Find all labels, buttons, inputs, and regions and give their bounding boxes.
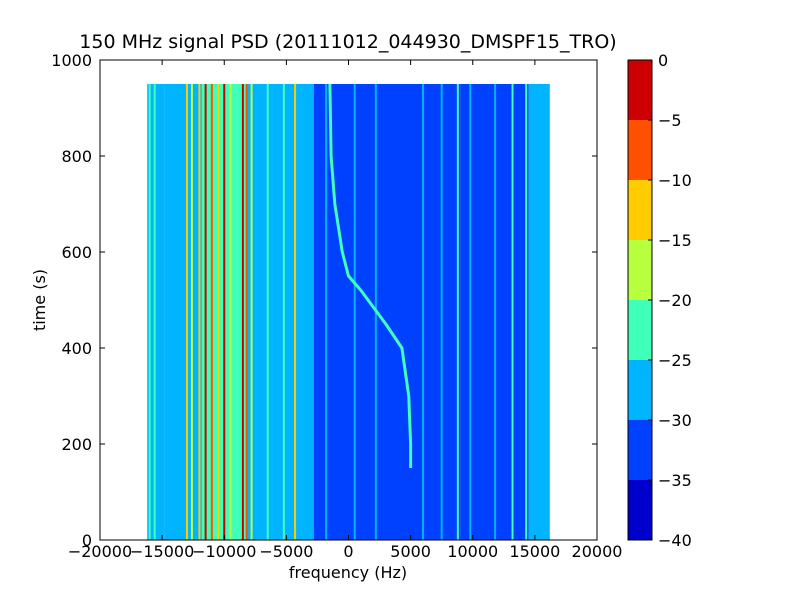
colorbar: 0 −5 −10 −15 −20 −25 −30 −35 −40 (627, 51, 692, 550)
spectrogram-plot-area (99, 59, 598, 541)
heatmap-region-8 (528, 84, 550, 540)
colorbar-tick-label-7: −35 (658, 471, 692, 490)
heatmap-region-1 (164, 84, 202, 540)
y-tick-label-0: 0 (82, 531, 92, 550)
y-axis: 0 200 400 600 800 1000 (51, 51, 597, 550)
colorbar-tick-label-8: −40 (658, 531, 692, 550)
x-axis: −20000−15000−10000 −5000 0 5000 10000 15000 20… (68, 60, 623, 561)
x-tick-label-6: 10000 (447, 542, 498, 561)
colorbar-tick-label-6: −30 (658, 411, 692, 430)
colorbar-tick-label-5: −25 (658, 351, 692, 370)
y-tick-label-4: 800 (61, 147, 92, 166)
colorbar-tick-label-4: −20 (658, 291, 692, 310)
colorbar-segment-6 (628, 120, 652, 180)
colorbar-segment-4 (628, 240, 652, 300)
colorbar-tick-label-2: −10 (658, 171, 692, 190)
colorbar-segment-2 (628, 360, 652, 420)
heatmap-region-4 (273, 84, 314, 540)
x-tick-label-5: 5000 (390, 542, 431, 561)
x-axis-label: frequency (Hz) (289, 563, 407, 582)
y-tick-label-1: 200 (61, 435, 92, 454)
colorbar-segment-7 (628, 60, 652, 120)
x-tick-label-8: 20000 (572, 542, 623, 561)
chart-title: 150 MHz signal PSD (20111012_044930_DMSP… (79, 31, 616, 53)
y-tick-label-2: 400 (61, 339, 92, 358)
colorbar-segment-1 (628, 420, 652, 480)
heatmap-layer (147, 84, 550, 540)
doppler-trace (328, 83, 413, 468)
colorbar-segment-3 (628, 300, 652, 360)
colorbar-tick-label-1: −5 (658, 111, 682, 130)
y-tick-label-5: 1000 (51, 51, 92, 70)
colorbar-segment-0 (628, 480, 652, 540)
colorbar-segment-5 (628, 180, 652, 240)
x-tick-label-3: −5000 (259, 542, 313, 561)
y-axis-label: time (s) (30, 269, 49, 331)
y-tick-label-3: 600 (61, 243, 92, 262)
x-tick-label-4: 0 (343, 542, 353, 561)
x-tick-label-7: 15000 (509, 542, 560, 561)
x-tick-label-1: −15000 (130, 542, 194, 561)
colorbar-tick-label-3: −15 (658, 231, 692, 250)
x-tick-label-0: −20000 (68, 542, 132, 561)
heatmap-region-0 (147, 84, 165, 540)
heatmap-region-6 (391, 84, 461, 540)
x-tick-label-2: −10000 (192, 542, 256, 561)
doppler-trace-layer (328, 83, 413, 468)
colorbar-tick-label-0: 0 (658, 51, 668, 70)
